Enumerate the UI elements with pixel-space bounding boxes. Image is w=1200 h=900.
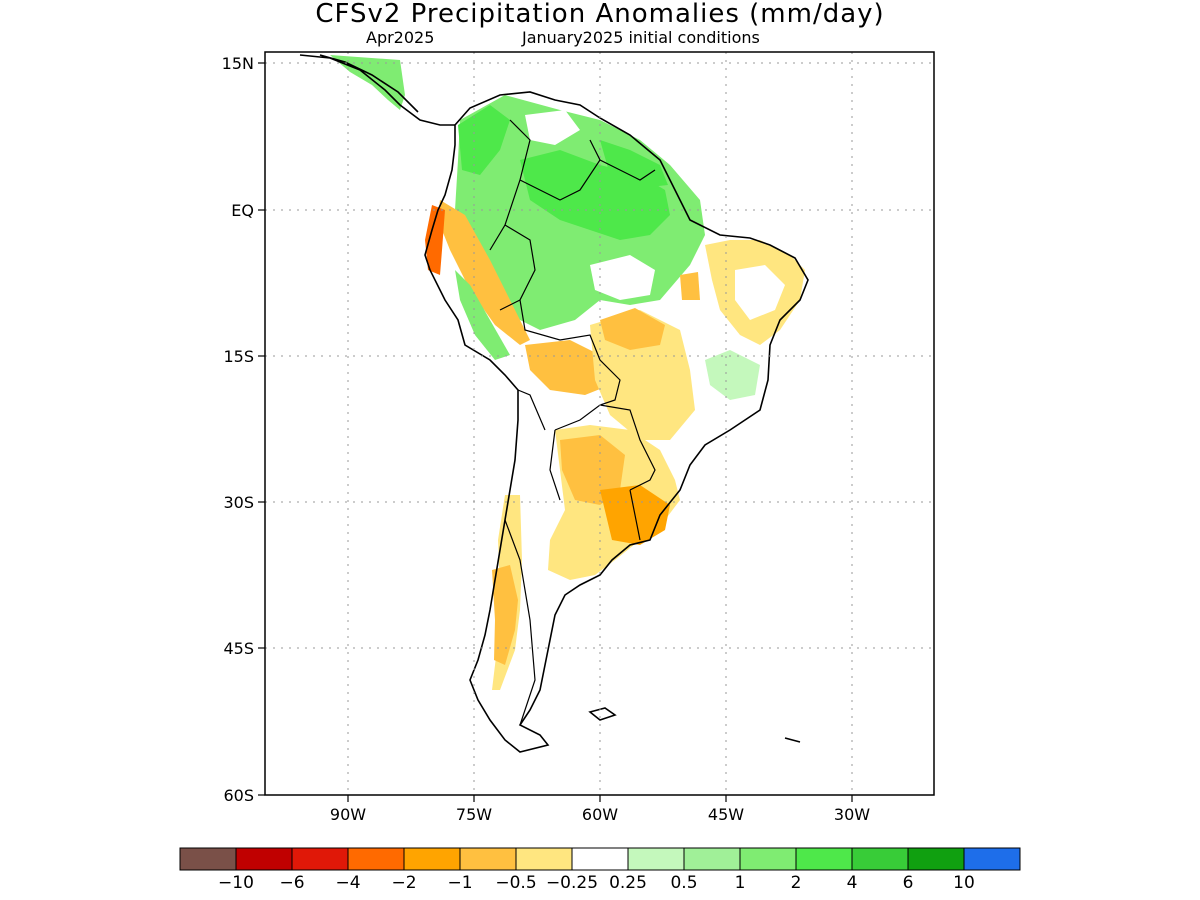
legend-label: 10 bbox=[953, 873, 975, 893]
lon-label-30w: 30W bbox=[834, 805, 870, 824]
legend-label: 0.25 bbox=[609, 873, 647, 893]
neutral-pocket-north bbox=[525, 110, 580, 145]
lat-label-15s: 15S bbox=[223, 347, 254, 366]
wet-region-andes-slope bbox=[455, 270, 510, 360]
legend-swatch bbox=[235, 847, 293, 871]
dry-strong-andes-coast bbox=[425, 205, 445, 275]
legend-swatch bbox=[347, 847, 405, 871]
legend-swatch bbox=[627, 847, 685, 871]
legend-swatch bbox=[291, 847, 349, 871]
neutral-pocket-amazon bbox=[590, 255, 655, 300]
dry-region-bolivia bbox=[525, 340, 610, 395]
legend-label: −10 bbox=[218, 873, 254, 893]
initial-conditions-label: January2025 initial conditions bbox=[522, 28, 760, 47]
lon-label-75w: 75W bbox=[456, 805, 492, 824]
south-georgia bbox=[784, 737, 801, 743]
legend-swatch bbox=[907, 847, 965, 871]
lat-label-45s: 45S bbox=[223, 639, 254, 658]
central-america-coastline bbox=[299, 54, 455, 126]
legend-swatch bbox=[963, 847, 1021, 871]
lon-label-60w: 60W bbox=[582, 805, 618, 824]
lat-label-15n: 15N bbox=[222, 54, 254, 73]
legend-swatch bbox=[683, 847, 741, 871]
wet-region-east-brazil bbox=[705, 350, 760, 400]
legend-swatch bbox=[179, 847, 237, 871]
legend-label: 1 bbox=[735, 873, 746, 893]
legend-swatch bbox=[571, 847, 629, 871]
legend-label: −1 bbox=[447, 873, 472, 893]
legend-label: 0.5 bbox=[670, 873, 697, 893]
legend-label: 4 bbox=[847, 873, 858, 893]
legend-swatch bbox=[515, 847, 573, 871]
valid-month-label: Apr2025 bbox=[366, 28, 435, 47]
legend-label: 2 bbox=[791, 873, 802, 893]
dry-mid-ne-brazil bbox=[680, 272, 700, 300]
legend-label: −2 bbox=[391, 873, 416, 893]
lon-label-45w: 45W bbox=[708, 805, 744, 824]
country-borders bbox=[489, 119, 656, 726]
dry-region-chile-mid bbox=[492, 565, 518, 665]
neutral-ne-brazil bbox=[735, 265, 785, 320]
legend-swatch bbox=[851, 847, 909, 871]
legend-label: −6 bbox=[279, 873, 304, 893]
legend-swatch bbox=[795, 847, 853, 871]
legend-swatch bbox=[739, 847, 797, 871]
south-america-coastline bbox=[424, 91, 809, 753]
dry-region-andes bbox=[438, 200, 530, 345]
dry-region-mato-grosso bbox=[600, 308, 665, 350]
lon-label-90w: 90W bbox=[330, 805, 366, 824]
wet-region-central-america bbox=[330, 55, 405, 110]
legend-swatch bbox=[459, 847, 517, 871]
lon-axis: 90W 75W 60W 45W 30W bbox=[330, 795, 870, 824]
dry-region-paraguay bbox=[560, 435, 625, 505]
wet-region-guiana bbox=[600, 140, 668, 188]
lat-label-30s: 30S bbox=[223, 493, 254, 512]
legend-label: −0.25 bbox=[546, 873, 598, 893]
lat-label-60s: 60S bbox=[223, 786, 254, 805]
wet-region-colombia bbox=[458, 105, 510, 175]
legend-label: −0.5 bbox=[495, 873, 536, 893]
lat-label-eq: EQ bbox=[231, 201, 254, 220]
legend-label: −4 bbox=[335, 873, 360, 893]
coastline bbox=[299, 54, 809, 753]
wet-region-amazon-strong bbox=[520, 150, 670, 240]
lat-axis: 15N EQ 15S 30S 45S 60S bbox=[222, 54, 265, 805]
legend-swatch bbox=[403, 847, 461, 871]
legend-colorbar: −10 −6 −4 −2 −1 −0.5 −0.25 0.25 0.5 1 2 4 6 10 bbox=[179, 847, 1021, 893]
legend-label: 6 bbox=[903, 873, 914, 893]
chart-title: CFSv2 Precipitation Anomalies (mm/day) bbox=[315, 0, 885, 29]
